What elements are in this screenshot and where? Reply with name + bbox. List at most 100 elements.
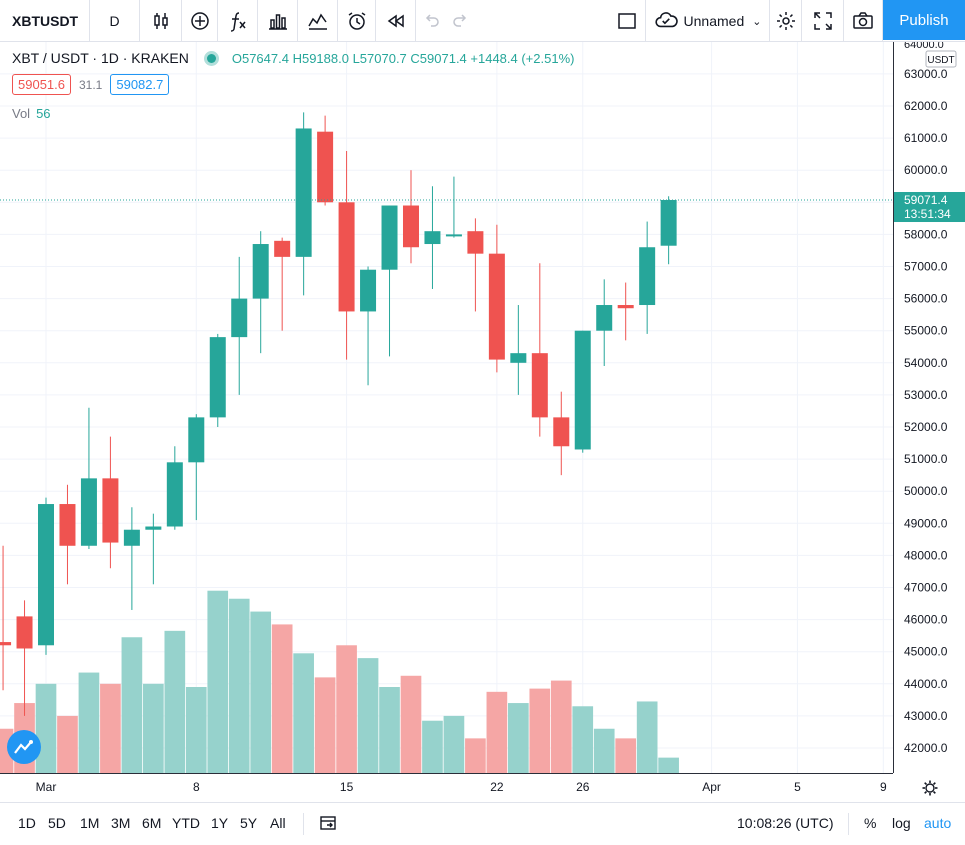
price-axis[interactable]: 64000.0 42000.0 43000.0 44000.0 45000.0 46000…	[893, 42, 965, 802]
range-button-1y[interactable]: 1Y	[211, 815, 229, 831]
time-axis[interactable]: Mar 8 15 22 26 Apr 5 9	[0, 773, 965, 802]
time-tick-label: Mar	[36, 780, 57, 794]
price-tick-label: 51000.0	[904, 452, 948, 466]
price-tick-label: 46000.0	[904, 613, 948, 627]
time-tick-label: 9	[880, 780, 887, 794]
price-tick-label: 50000.0	[904, 484, 948, 498]
price-tick-label: 52000.0	[904, 420, 948, 434]
time-tick-label: 5	[794, 780, 801, 794]
volume-bar	[250, 611, 272, 773]
range-button-1m[interactable]: 1M	[80, 815, 100, 831]
range-button-3m[interactable]: 3M	[111, 815, 131, 831]
chart-style-button[interactable]	[140, 0, 182, 42]
price-tick-label: 56000.0	[904, 292, 948, 306]
price-tick-label: 58000.0	[904, 227, 948, 241]
compare-button[interactable]	[182, 0, 218, 42]
volume-bar	[400, 675, 422, 773]
candle-body	[317, 131, 334, 203]
price-tick-label: 55000.0	[904, 324, 948, 338]
range-button-5d[interactable]: 5D	[48, 815, 66, 831]
candle-body	[188, 417, 205, 463]
volume-bar	[379, 687, 400, 773]
candle-body	[123, 529, 140, 546]
range-button-all[interactable]: All	[270, 815, 286, 831]
bid-ask-boxes: 59051.6 31.1 59082.7	[12, 74, 170, 95]
redo-button[interactable]	[446, 0, 476, 42]
volume-bar	[78, 672, 100, 773]
countdown-label: 13:51:34	[904, 207, 951, 221]
range-button-ytd[interactable]: YTD	[172, 815, 200, 831]
financials-button[interactable]	[298, 0, 338, 42]
time-tick-label: Apr	[702, 780, 721, 794]
tradingview-logo-icon[interactable]	[7, 730, 41, 764]
volume-bar	[143, 683, 164, 773]
candle-body	[467, 231, 484, 254]
candle-body	[445, 234, 462, 237]
volume-legend: Vol 56	[12, 106, 51, 121]
symbol-search-button[interactable]: XBTUSDT	[0, 0, 90, 42]
price-tick-label: 62000.0	[904, 99, 948, 113]
candle-body	[553, 417, 570, 447]
volume-bar	[121, 637, 143, 773]
layout-toggle-button[interactable]	[608, 0, 645, 42]
candles-icon	[153, 13, 168, 29]
candle-body	[639, 247, 656, 306]
candle-body	[617, 305, 634, 309]
replay-icon	[387, 14, 404, 28]
axis-settings-icon[interactable]	[922, 780, 938, 796]
undo-button[interactable]	[416, 0, 446, 42]
indicators-button[interactable]	[218, 0, 258, 42]
calendar-goto-icon	[320, 816, 336, 830]
interval-button[interactable]: D	[90, 0, 140, 42]
camera-icon	[853, 12, 873, 29]
publish-button[interactable]: Publish	[883, 0, 965, 40]
currency-box	[925, 50, 957, 68]
layout-name-dropdown[interactable]: Unnamed ⌄	[645, 0, 770, 42]
buy-price[interactable]: 59082.7	[110, 74, 170, 95]
candle-body	[338, 202, 355, 312]
range-button-1d[interactable]: 1D	[18, 815, 36, 831]
volume-bar	[207, 590, 229, 773]
settings-button[interactable]	[770, 0, 802, 42]
snapshot-button[interactable]	[844, 0, 883, 42]
candle-body	[38, 504, 54, 646]
time-tick-label: 22	[490, 780, 504, 794]
volume-bar	[593, 728, 615, 773]
log-toggle[interactable]: log	[892, 815, 911, 831]
undo-icon	[425, 14, 439, 27]
replay-button[interactable]	[376, 0, 416, 42]
divider	[303, 813, 304, 835]
candlestick-chart[interactable]: 64000.0 42000.0 43000.0 44000.0 45000.0 46000…	[0, 42, 965, 802]
time-axis-bg	[0, 773, 965, 802]
range-button-5y[interactable]: 5Y	[240, 815, 258, 831]
top-toolbar: XBTUSDT D Unnamed ⌄ Publish	[0, 0, 965, 42]
gear-tooth	[924, 790, 928, 794]
price-tick-label: 57000.0	[904, 260, 948, 274]
candle-body	[596, 305, 613, 331]
fullscreen-button[interactable]	[802, 0, 844, 42]
fullscreen-icon	[813, 12, 832, 30]
volume-bar	[357, 658, 379, 773]
price-tick-label: 45000.0	[904, 645, 948, 659]
fx-icon	[230, 12, 246, 32]
candle-body	[231, 298, 248, 338]
candle-body	[402, 205, 419, 248]
templates-button[interactable]	[258, 0, 298, 42]
chart-pane[interactable]: 64000.0 42000.0 43000.0 44000.0 45000.0 46000…	[0, 42, 965, 802]
alert-button[interactable]	[338, 0, 376, 42]
sell-price[interactable]: 59051.6	[12, 74, 71, 95]
volume-bar	[443, 715, 465, 773]
auto-scale-toggle[interactable]: auto	[924, 815, 952, 831]
goto-date-button[interactable]	[318, 813, 338, 836]
chevron-down-icon: ⌄	[752, 15, 762, 28]
volume-bar	[615, 738, 637, 773]
percent-toggle[interactable]: %	[864, 815, 877, 831]
templates-icon	[307, 13, 327, 30]
time-tick-label: 8	[193, 780, 200, 794]
legend-title: XBT / USDT · 1D · KRAKEN	[12, 50, 189, 66]
gear-tooth	[932, 782, 936, 786]
volume-bar	[271, 624, 293, 773]
range-button-6m[interactable]: 6M	[142, 815, 162, 831]
clock-timezone[interactable]: 10:08:26 (UTC)	[737, 815, 834, 831]
price-tick-label: 47000.0	[904, 581, 948, 595]
